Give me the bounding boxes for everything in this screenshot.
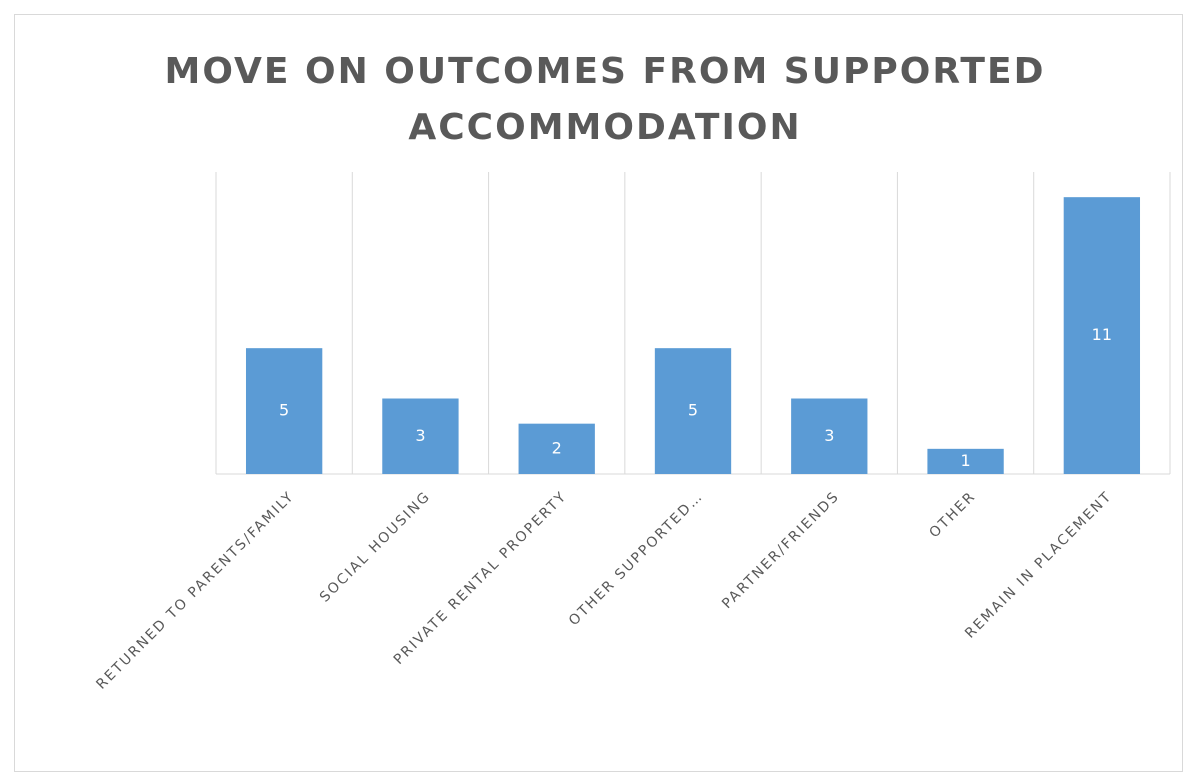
bar [927,448,1004,474]
bar [1063,197,1141,474]
x-tick-label: REMAIN IN PLACEMENT [962,488,1115,641]
data-label: 1 [960,451,970,470]
chart-border [14,14,1183,772]
data-label: 11 [1092,325,1112,344]
bar [791,398,868,474]
x-tick-label: RETURNED TO PARENTS/FAMILY [93,488,297,692]
x-tick-label: OTHER SUPPORTED… [566,488,707,629]
chart-title: MOVE ON OUTCOMES FROM SUPPORTED ACCOMMOD… [164,51,1046,148]
bar [518,423,595,474]
data-label: 5 [279,401,289,420]
data-label: 2 [552,438,562,457]
bar [382,398,459,474]
bar [654,348,732,474]
data-label: 3 [415,426,425,445]
data-label: 3 [824,426,834,445]
x-tick-label: OTHER [926,488,979,541]
x-tick-label: SOCIAL HOUSING [317,488,434,605]
data-label: 5 [688,401,698,420]
x-tick-label: PARTNER/FRIENDS [719,488,843,612]
bar [245,348,323,474]
